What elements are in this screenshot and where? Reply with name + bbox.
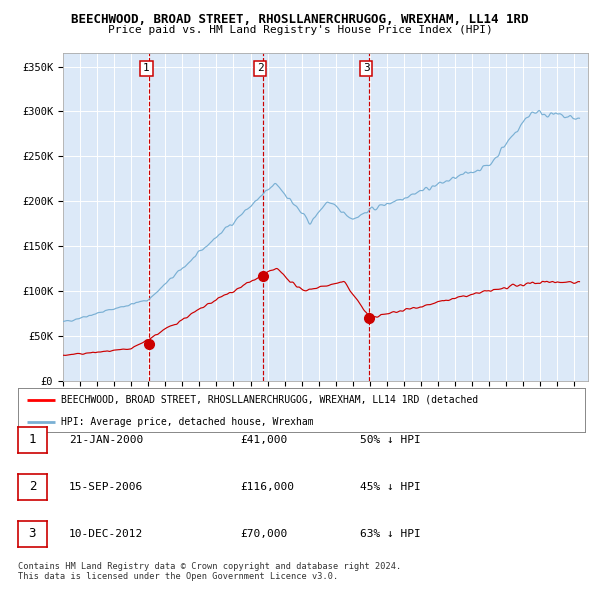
Text: This data is licensed under the Open Government Licence v3.0.: This data is licensed under the Open Gov… (18, 572, 338, 581)
Text: £41,000: £41,000 (240, 435, 287, 444)
Text: 3: 3 (363, 63, 370, 73)
Text: Price paid vs. HM Land Registry's House Price Index (HPI): Price paid vs. HM Land Registry's House … (107, 25, 493, 35)
Text: 15-SEP-2006: 15-SEP-2006 (69, 482, 143, 491)
Text: £70,000: £70,000 (240, 529, 287, 539)
Text: BEECHWOOD, BROAD STREET, RHOSLLANERCHRUGOG, WREXHAM, LL14 1RD (detached: BEECHWOOD, BROAD STREET, RHOSLLANERCHRUG… (61, 395, 478, 405)
Text: 21-JAN-2000: 21-JAN-2000 (69, 435, 143, 444)
Text: 10-DEC-2012: 10-DEC-2012 (69, 529, 143, 539)
Text: 2: 2 (257, 63, 263, 73)
Text: 2: 2 (29, 480, 36, 493)
Text: 63% ↓ HPI: 63% ↓ HPI (360, 529, 421, 539)
Text: HPI: Average price, detached house, Wrexham: HPI: Average price, detached house, Wrex… (61, 417, 313, 427)
Text: 1: 1 (29, 433, 36, 446)
Text: BEECHWOOD, BROAD STREET, RHOSLLANERCHRUGOG, WREXHAM, LL14 1RD: BEECHWOOD, BROAD STREET, RHOSLLANERCHRUG… (71, 13, 529, 26)
Text: 50% ↓ HPI: 50% ↓ HPI (360, 435, 421, 444)
Text: 1: 1 (143, 63, 150, 73)
Text: Contains HM Land Registry data © Crown copyright and database right 2024.: Contains HM Land Registry data © Crown c… (18, 562, 401, 571)
Text: 45% ↓ HPI: 45% ↓ HPI (360, 482, 421, 491)
Text: £116,000: £116,000 (240, 482, 294, 491)
Text: 3: 3 (29, 527, 36, 540)
